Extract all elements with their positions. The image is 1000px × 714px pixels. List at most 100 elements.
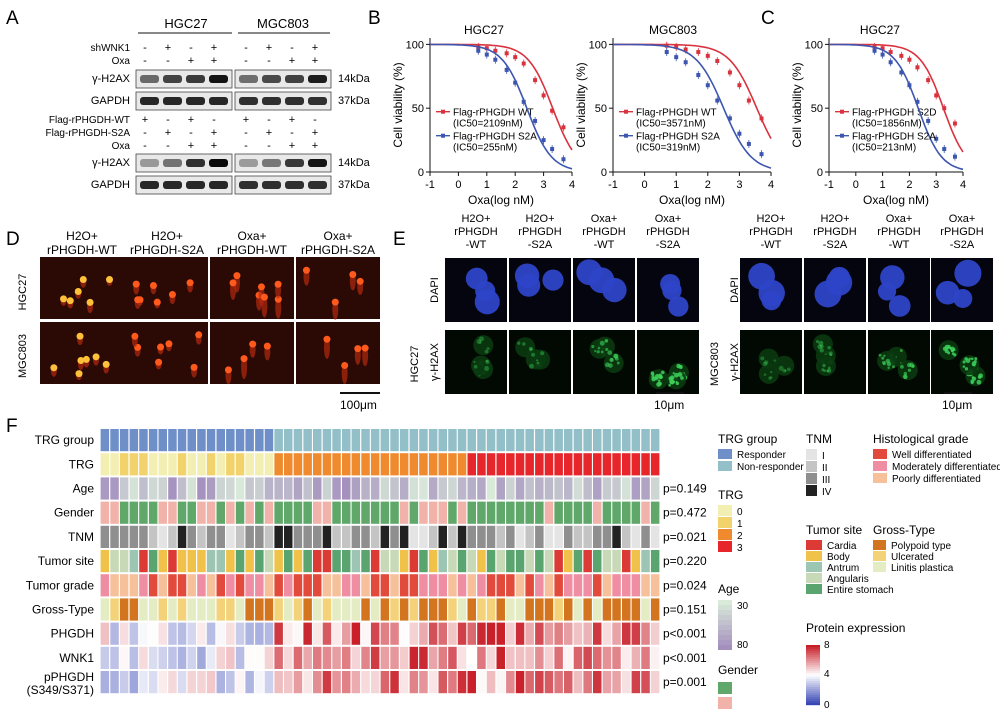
heatmap-cell bbox=[139, 525, 148, 548]
comet-tile bbox=[40, 322, 124, 384]
comet-head bbox=[323, 335, 331, 343]
legend-swatch bbox=[806, 584, 822, 594]
heatmap-cell bbox=[390, 453, 399, 476]
heatmap-cell bbox=[506, 453, 515, 476]
heatmap-cell bbox=[544, 671, 554, 694]
heatmap-cell bbox=[535, 501, 544, 524]
heatmap-cell bbox=[226, 550, 235, 573]
heatmap-cell bbox=[139, 574, 148, 597]
if-col-header: H2O+ bbox=[461, 213, 490, 225]
protein-gradient-step bbox=[806, 687, 820, 690]
heatmap-cell bbox=[235, 429, 245, 452]
heatmap-cell bbox=[380, 622, 390, 645]
treatment-sign: + bbox=[211, 127, 217, 139]
blot-band bbox=[308, 97, 327, 105]
heatmap-cell bbox=[380, 646, 390, 669]
heatmap-row-label: Gross-Type bbox=[32, 603, 94, 617]
heatmap-cell bbox=[438, 501, 447, 524]
treatment-sign: + bbox=[211, 55, 217, 67]
protein-gradient-step bbox=[806, 661, 820, 664]
heatmap-cell bbox=[515, 550, 525, 573]
comet-head bbox=[60, 295, 68, 303]
heatmap-cell bbox=[245, 622, 254, 645]
blot-band bbox=[163, 75, 182, 83]
heatmap-cell bbox=[390, 671, 399, 694]
comet-head bbox=[86, 298, 94, 306]
panel-letter-e: E bbox=[393, 229, 406, 250]
legend-item-label: Cardia bbox=[827, 541, 857, 552]
foci bbox=[762, 361, 768, 367]
heatmap-cell bbox=[593, 501, 602, 524]
heatmap-cell bbox=[602, 622, 612, 645]
foci bbox=[536, 361, 540, 365]
heatmap-cell bbox=[486, 622, 496, 645]
heatmap-cell bbox=[129, 598, 139, 621]
heatmap-cell bbox=[525, 501, 534, 524]
comet-head bbox=[354, 345, 362, 353]
heatmap-cell bbox=[322, 598, 332, 621]
legend-item-label: 1 bbox=[737, 519, 743, 530]
protein-gradient-step bbox=[806, 663, 820, 666]
blot-band bbox=[239, 97, 258, 105]
if-col-header: -WT bbox=[889, 239, 910, 251]
western-blot-panel: HGC27 MGC803 shWNK1 Oxa Flag-rPHGDH-WT F… bbox=[46, 16, 371, 195]
foci bbox=[770, 376, 773, 379]
heatmap-cell bbox=[486, 574, 496, 597]
heatmap-cell bbox=[428, 477, 438, 500]
heatmap-cell bbox=[554, 501, 563, 524]
foci bbox=[964, 367, 969, 371]
legend-swatch bbox=[806, 540, 822, 550]
heatmap-cell bbox=[390, 501, 399, 524]
x-tick-label: 4 bbox=[569, 179, 575, 191]
h2ax-tile bbox=[868, 330, 930, 394]
foci bbox=[668, 376, 673, 381]
heatmap-cell bbox=[486, 598, 496, 621]
heatmap-cell bbox=[110, 429, 119, 452]
treatment-signs: - + - + - + - +- - + + - - + ++ - + - + - + -- + - + - + - +- - + + - - + + bbox=[142, 42, 318, 152]
heatmap-cell bbox=[641, 598, 650, 621]
treatment-sign: + bbox=[165, 42, 171, 54]
row-label-oxa-2: Oxa bbox=[112, 141, 131, 152]
legend-item-label: IV bbox=[822, 487, 832, 498]
heatmap-cell bbox=[264, 550, 274, 573]
heatmap-cell bbox=[322, 477, 332, 500]
nucleus bbox=[877, 282, 897, 301]
cell-line-label-mgc803: MGC803 bbox=[709, 342, 721, 386]
heatmap-cell bbox=[361, 574, 370, 597]
heatmap-cell bbox=[573, 477, 583, 500]
heatmap-cell bbox=[119, 525, 129, 548]
heatmap-cell bbox=[206, 646, 216, 669]
fit-curve-1 bbox=[613, 43, 772, 169]
heatmap-cell bbox=[602, 501, 612, 524]
heatmap-cell bbox=[197, 671, 206, 694]
heatmap-cell bbox=[506, 429, 515, 452]
treatment-sign: - bbox=[189, 42, 193, 54]
heatmap-cell bbox=[129, 477, 139, 500]
heatmap-cell bbox=[235, 622, 245, 645]
legend-item-label: 2 bbox=[737, 531, 743, 542]
heatmap-cell bbox=[255, 671, 264, 694]
if-col-header: H2O+ bbox=[525, 213, 554, 225]
heatmap-cell bbox=[535, 525, 544, 548]
heatmap-cell bbox=[158, 429, 167, 452]
treatment-sign: + bbox=[243, 114, 249, 126]
heatmap-cell bbox=[226, 525, 235, 548]
heatmap-cell bbox=[399, 501, 409, 524]
heatmap-cell bbox=[322, 550, 332, 573]
heatmap-cell bbox=[119, 574, 129, 597]
heatmap-cell bbox=[293, 501, 303, 524]
heatmap-cell bbox=[506, 671, 515, 694]
legend-swatch bbox=[873, 551, 886, 561]
heatmap-cell bbox=[303, 501, 312, 524]
heatmap-cell bbox=[284, 501, 293, 524]
comet-head bbox=[341, 361, 349, 369]
if-image-tiles bbox=[445, 258, 993, 394]
heatmap-cell bbox=[602, 598, 612, 621]
heatmap-cell bbox=[650, 453, 660, 476]
heatmap-cell bbox=[168, 550, 177, 573]
comet-head bbox=[77, 356, 85, 364]
heatmap-cell bbox=[506, 525, 515, 548]
heatmap-cell bbox=[148, 429, 158, 452]
foci bbox=[528, 363, 534, 369]
heatmap-cell bbox=[245, 501, 254, 524]
